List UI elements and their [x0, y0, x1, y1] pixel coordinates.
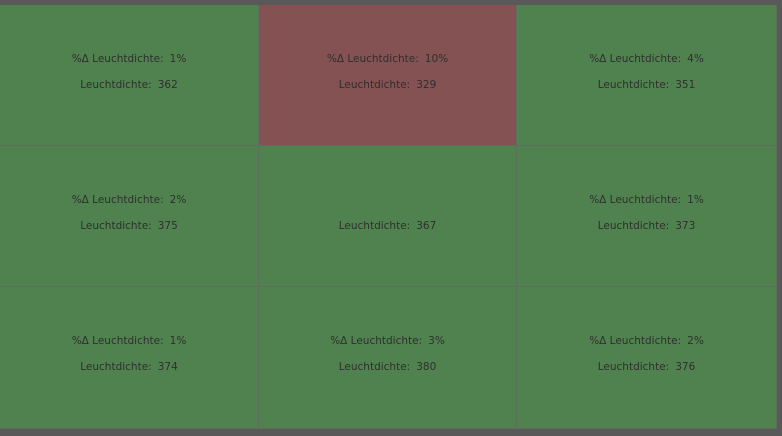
delta-luminance-row: %Δ Leuchtdichte: 3%	[259, 335, 516, 347]
luminance-label: Leuchtdichte:	[338, 220, 411, 232]
delta-luminance-row: %Δ Leuchtdichte: 4%	[517, 53, 776, 65]
delta-luminance-row: %Δ Leuchtdichte: 2%	[517, 335, 776, 347]
luminance-row: Leuchtdichte: 376	[517, 361, 776, 373]
delta-luminance-label: %Δ Leuchtdichte:	[330, 335, 423, 347]
delta-luminance-value: 10%	[424, 53, 449, 65]
luminance-label: Leuchtdichte:	[597, 220, 670, 232]
grid-cell-top-center: %Δ Leuchtdichte: 10% Leuchtdichte: 329	[259, 5, 517, 146]
luminance-value: 376	[675, 361, 696, 373]
luminance-label: Leuchtdichte:	[338, 79, 411, 91]
luminance-label: Leuchtdichte:	[80, 220, 152, 232]
luminance-value: 374	[157, 361, 178, 373]
delta-luminance-label: %Δ Leuchtdichte:	[326, 53, 419, 65]
delta-luminance-label: %Δ Leuchtdichte:	[589, 194, 682, 206]
luminance-label: Leuchtdichte:	[597, 79, 670, 91]
delta-luminance-value: 1%	[687, 194, 704, 206]
grid-cell-bottom-left: %Δ Leuchtdichte: 1% Leuchtdichte: 374	[0, 287, 259, 429]
luminance-label: Leuchtdichte:	[80, 79, 152, 91]
delta-luminance-value: 2%	[169, 194, 187, 206]
luminance-value: 362	[157, 79, 178, 91]
delta-luminance-value: 1%	[169, 335, 187, 347]
luminance-value: 367	[416, 220, 437, 232]
delta-luminance-row: %Δ Leuchtdichte: 1%	[0, 335, 258, 347]
luminance-value: 373	[675, 220, 696, 232]
grid-cell-bottom-right: %Δ Leuchtdichte: 2% Leuchtdichte: 376	[517, 287, 777, 429]
luminance-uniformity-grid: %Δ Leuchtdichte: 1% Leuchtdichte: 362 %Δ L…	[0, 5, 777, 429]
delta-luminance-value: 3%	[428, 335, 445, 347]
luminance-row: Leuchtdichte: 367	[259, 220, 516, 232]
luminance-label: Leuchtdichte:	[338, 361, 411, 373]
delta-luminance-label: %Δ Leuchtdichte:	[71, 53, 164, 65]
luminance-value: 380	[416, 361, 437, 373]
grid-cell-top-left: %Δ Leuchtdichte: 1% Leuchtdichte: 362	[0, 5, 259, 146]
luminance-row: Leuchtdichte: 375	[0, 220, 258, 232]
delta-luminance-label: %Δ Leuchtdichte:	[589, 335, 682, 347]
luminance-value: 351	[675, 79, 696, 91]
grid-cell-top-right: %Δ Leuchtdichte: 4% Leuchtdichte: 351	[517, 5, 777, 146]
grid-cell-center-reference: Leuchtdichte: 367	[259, 146, 517, 287]
luminance-row: Leuchtdichte: 380	[259, 361, 516, 373]
delta-luminance-row: %Δ Leuchtdichte: 1%	[517, 194, 776, 206]
grid-cell-bottom-center: %Δ Leuchtdichte: 3% Leuchtdichte: 380	[259, 287, 517, 429]
grid-cell-middle-right: %Δ Leuchtdichte: 1% Leuchtdichte: 373	[517, 146, 777, 287]
luminance-label: Leuchtdichte:	[597, 361, 670, 373]
delta-luminance-value: 1%	[169, 53, 187, 65]
delta-luminance-row: %Δ Leuchtdichte: 1%	[0, 53, 258, 65]
luminance-label: Leuchtdichte:	[80, 361, 152, 373]
luminance-value: 329	[416, 79, 437, 91]
luminance-row: Leuchtdichte: 374	[0, 361, 258, 373]
delta-luminance-value: 4%	[687, 53, 704, 65]
luminance-row: Leuchtdichte: 362	[0, 79, 258, 91]
grid-cell-middle-left: %Δ Leuchtdichte: 2% Leuchtdichte: 375	[0, 146, 259, 287]
delta-luminance-label: %Δ Leuchtdichte:	[589, 53, 682, 65]
delta-luminance-label: %Δ Leuchtdichte:	[71, 194, 164, 206]
luminance-row: Leuchtdichte: 329	[259, 79, 516, 91]
delta-luminance-value: 2%	[687, 335, 704, 347]
luminance-value: 375	[157, 220, 178, 232]
delta-luminance-label: %Δ Leuchtdichte:	[71, 335, 164, 347]
delta-luminance-row: %Δ Leuchtdichte: 10%	[259, 53, 516, 65]
luminance-row: Leuchtdichte: 373	[517, 220, 776, 232]
luminance-row: Leuchtdichte: 351	[517, 79, 776, 91]
delta-luminance-row: %Δ Leuchtdichte: 2%	[0, 194, 258, 206]
